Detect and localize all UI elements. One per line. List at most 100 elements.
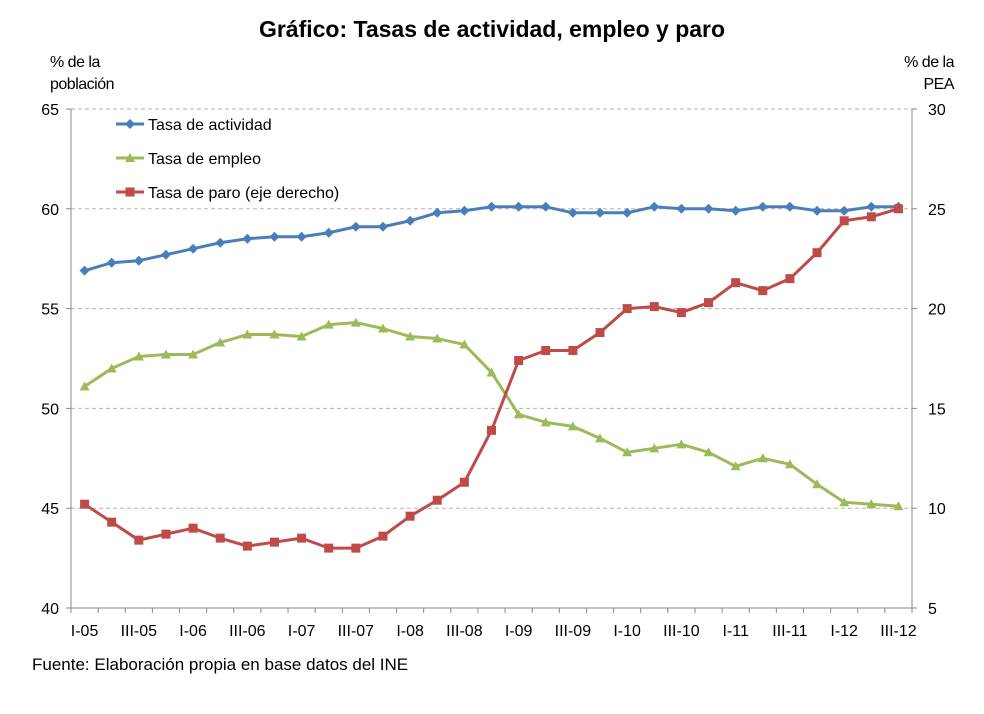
- right-axis-unit-line-2: PEA: [923, 76, 954, 93]
- data-point-employment: [188, 349, 199, 359]
- data-point-activity: [703, 203, 714, 214]
- x-tick-label: I-11: [722, 623, 748, 640]
- data-point-unemployment: [134, 535, 144, 545]
- data-point-unemployment: [622, 304, 632, 314]
- data-point-employment: [730, 461, 741, 471]
- data-point-unemployment: [812, 248, 822, 258]
- data-point-employment: [296, 331, 307, 341]
- x-tick-label: I-09: [505, 623, 533, 640]
- left-axis-unit-line-1: % de la: [50, 54, 100, 71]
- data-point-activity: [540, 201, 551, 212]
- data-point-activity: [676, 203, 687, 214]
- data-point-activity: [595, 207, 606, 218]
- legend-marker-unemployment: [125, 187, 135, 197]
- data-point-unemployment: [676, 308, 686, 318]
- x-tick-label: I-06: [179, 623, 207, 640]
- data-point-employment: [703, 447, 714, 457]
- data-point-employment: [486, 367, 497, 377]
- series-line-unemployment: [83, 207, 899, 550]
- data-point-employment: [350, 317, 361, 327]
- data-point-activity: [405, 215, 416, 226]
- right-tick-label: 25: [928, 202, 946, 219]
- legend-label-activity: Tasa de actividad: [148, 117, 272, 134]
- data-point-activity: [812, 205, 823, 216]
- right-tick-label: 20: [928, 302, 946, 319]
- data-point-activity: [622, 207, 633, 218]
- series-activity: [79, 201, 904, 276]
- data-point-employment: [839, 497, 850, 507]
- left-tick-label: 50: [41, 401, 59, 418]
- data-point-unemployment: [297, 533, 307, 543]
- data-point-activity: [866, 201, 877, 212]
- x-tick-label: III-11: [772, 623, 807, 640]
- data-point-employment: [784, 459, 795, 469]
- data-point-employment: [812, 479, 823, 489]
- data-point-unemployment: [459, 477, 469, 487]
- data-point-activity: [242, 233, 253, 244]
- right-tick-label: 30: [928, 102, 946, 119]
- data-point-activity: [513, 201, 524, 212]
- data-point-activity: [486, 201, 497, 212]
- data-point-activity: [784, 201, 795, 212]
- data-point-activity: [323, 227, 334, 238]
- data-point-unemployment: [568, 346, 578, 356]
- data-point-employment: [893, 501, 904, 511]
- x-tick-label: I-08: [396, 623, 424, 640]
- data-point-employment: [133, 351, 144, 361]
- x-tick-label: III-07: [338, 623, 375, 640]
- data-point-unemployment: [758, 286, 768, 296]
- data-point-unemployment: [107, 517, 117, 527]
- legend: Tasa de actividad Tasa de empleo Tasa de p…: [116, 117, 339, 202]
- right-tick-label: 5: [928, 601, 937, 618]
- series-employment: [79, 317, 904, 511]
- chart-title: Gráfico: Tasas de actividad, empleo y pa…: [258, 16, 726, 42]
- data-point-unemployment: [649, 302, 659, 312]
- data-point-unemployment: [378, 531, 388, 541]
- data-point-activity: [188, 243, 199, 254]
- data-point-activity: [757, 201, 768, 212]
- data-point-unemployment: [731, 278, 741, 288]
- data-point-unemployment: [785, 274, 795, 284]
- series-unemployment: [80, 204, 903, 553]
- left-tick-label: 60: [41, 202, 59, 219]
- data-point-activity: [133, 255, 144, 266]
- x-tick-label: I-12: [830, 623, 858, 640]
- data-point-activity: [649, 201, 660, 212]
- x-tick-label: III-12: [880, 623, 917, 640]
- right-axis-unit-line-1: % de la: [904, 54, 954, 71]
- data-point-unemployment: [893, 204, 903, 214]
- data-point-employment: [459, 339, 470, 349]
- data-point-unemployment: [595, 328, 605, 338]
- data-point-activity: [269, 231, 280, 242]
- left-tick-label: 55: [41, 302, 59, 319]
- data-point-unemployment: [405, 511, 415, 521]
- left-axis-unit-line-2: población: [50, 76, 115, 93]
- data-point-unemployment: [541, 346, 551, 356]
- data-point-activity: [106, 257, 117, 268]
- data-point-activity: [730, 205, 741, 216]
- data-point-unemployment: [839, 216, 849, 226]
- data-point-unemployment: [161, 529, 171, 539]
- data-point-unemployment: [704, 298, 714, 308]
- data-point-activity: [567, 207, 578, 218]
- data-point-activity: [839, 205, 850, 216]
- data-point-employment: [622, 447, 633, 457]
- data-point-unemployment: [188, 523, 198, 533]
- x-tick-label: I-07: [288, 623, 316, 640]
- series-line-activity: [84, 205, 899, 273]
- data-point-employment: [595, 433, 606, 443]
- data-point-unemployment: [269, 537, 279, 547]
- data-point-activity: [432, 207, 443, 218]
- data-point-unemployment: [80, 499, 90, 509]
- series-line-employment: [83, 321, 899, 508]
- data-point-activity: [377, 221, 388, 232]
- right-tick-label: 15: [928, 401, 946, 418]
- legend-marker-activity: [125, 119, 135, 129]
- data-point-unemployment: [324, 543, 334, 553]
- data-point-unemployment: [215, 533, 225, 543]
- x-tick-label: I-10: [613, 623, 641, 640]
- data-point-employment: [432, 333, 443, 343]
- data-point-activity: [160, 249, 171, 260]
- x-tick-label: I-05: [71, 623, 99, 640]
